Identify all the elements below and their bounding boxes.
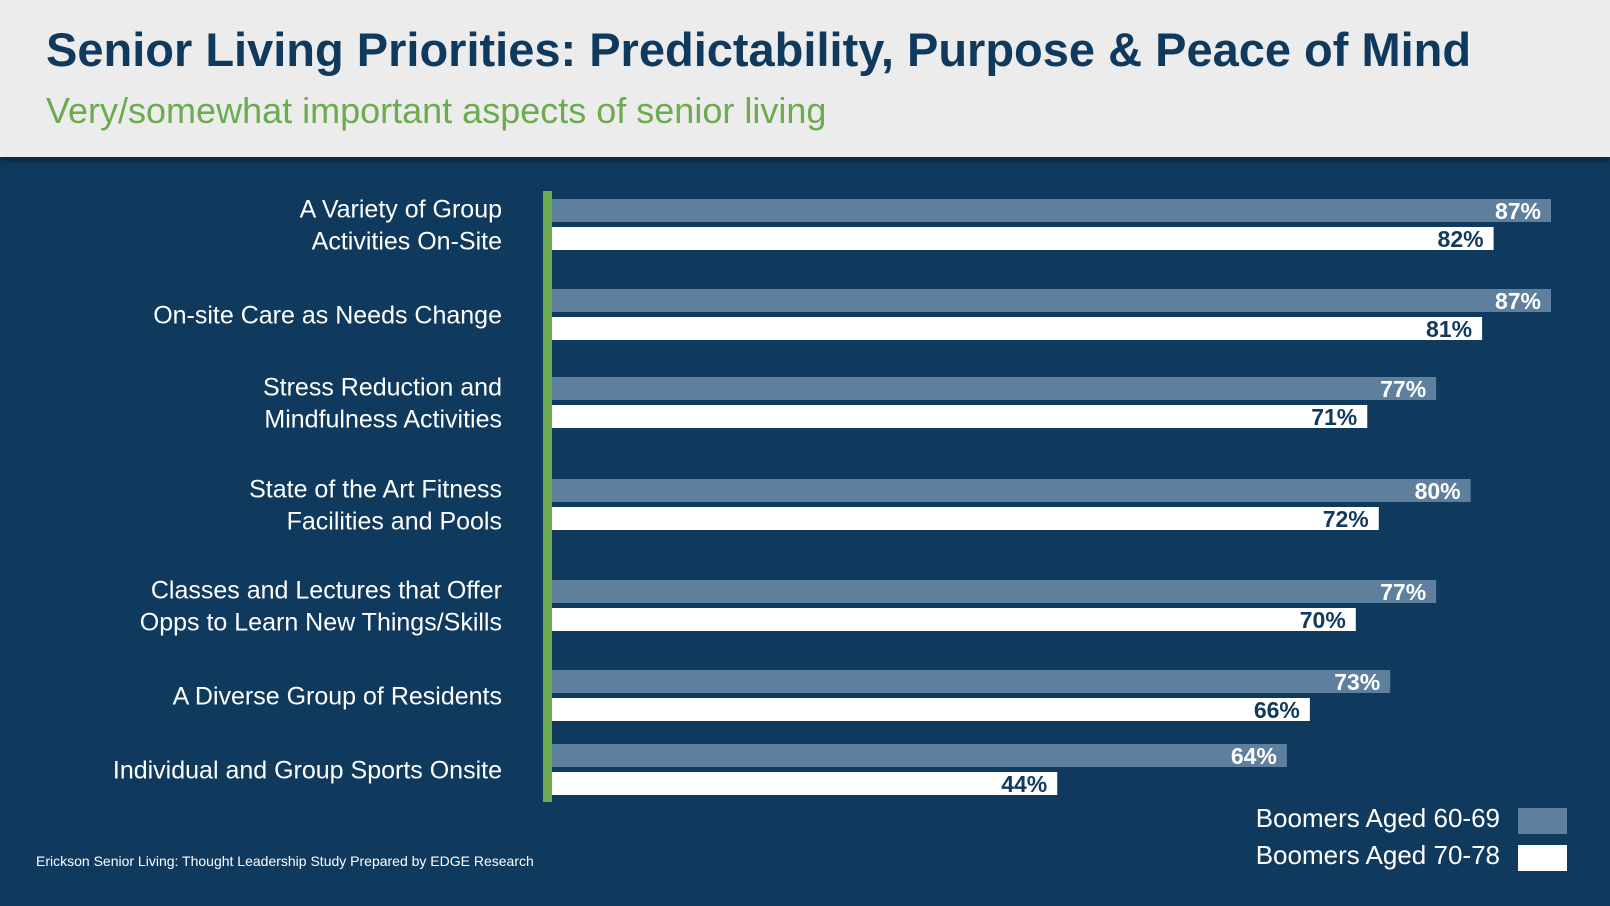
chart-title: Senior Living Priorities: Predictability… <box>46 23 1472 76</box>
bar-60-69-3 <box>552 479 1471 502</box>
bar-70-78-4 <box>552 608 1356 631</box>
data-label-70-78-5: 66% <box>1254 697 1300 723</box>
bar-60-69-0 <box>552 199 1551 222</box>
category-label-0-line-1: Activities On-Site <box>312 228 502 256</box>
data-label-70-78-1: 81% <box>1426 316 1472 342</box>
bar-60-69-2 <box>552 377 1437 400</box>
data-label-60-69-0: 87% <box>1495 198 1541 224</box>
legend-swatch-60-69 <box>1518 808 1567 834</box>
bar-70-78-5 <box>552 698 1310 721</box>
category-label-2-line-1: Mindfulness Activities <box>264 406 502 434</box>
category-label-0-line-0: A Variety of Group <box>300 196 502 224</box>
category-label-6-line-0: Individual and Group Sports Onsite <box>113 757 502 785</box>
category-label-3-line-0: State of the Art Fitness <box>249 476 502 504</box>
data-label-70-78-2: 71% <box>1311 404 1357 430</box>
bar-60-69-4 <box>552 580 1437 603</box>
data-label-60-69-5: 73% <box>1334 669 1380 695</box>
category-label-5-line-0: A Diverse Group of Residents <box>173 683 502 711</box>
header-band: Senior Living Priorities: Predictability… <box>0 0 1610 157</box>
data-label-60-69-2: 77% <box>1380 376 1426 402</box>
category-label-4-line-0: Classes and Lectures that Offer <box>151 577 502 605</box>
bar-70-78-3 <box>552 507 1379 530</box>
data-label-60-69-4: 77% <box>1380 579 1426 605</box>
category-label-1-line-0: On-site Care as Needs Change <box>153 302 502 330</box>
bar-60-69-5 <box>552 670 1391 693</box>
bar-70-78-6 <box>552 772 1058 795</box>
category-label-4-line-1: Opps to Learn New Things/Skills <box>140 609 502 637</box>
data-label-60-69-3: 80% <box>1415 478 1461 504</box>
bar-70-78-0 <box>552 227 1494 250</box>
data-label-70-78-0: 82% <box>1438 226 1484 252</box>
legend-label-70-78: Boomers Aged 70-78 <box>1256 840 1500 870</box>
bar-70-78-1 <box>552 317 1483 340</box>
category-label-3-line-1: Facilities and Pools <box>287 508 502 536</box>
legend-swatch-70-78 <box>1518 845 1567 871</box>
data-label-60-69-1: 87% <box>1495 288 1541 314</box>
data-label-70-78-4: 70% <box>1300 607 1346 633</box>
bar-60-69-6 <box>552 744 1287 767</box>
source-note: Erickson Senior Living: Thought Leadersh… <box>36 853 534 869</box>
bar-60-69-1 <box>552 289 1551 312</box>
category-axis-line <box>543 191 552 802</box>
legend-label-60-69: Boomers Aged 60-69 <box>1256 803 1500 833</box>
chart-subtitle: Very/somewhat important aspects of senio… <box>46 90 827 131</box>
category-label-2-line-0: Stress Reduction and <box>263 374 502 402</box>
bar-70-78-2 <box>552 405 1368 428</box>
data-label-70-78-3: 72% <box>1323 506 1369 532</box>
data-label-70-78-6: 44% <box>1001 771 1047 797</box>
data-label-60-69-6: 64% <box>1231 743 1277 769</box>
